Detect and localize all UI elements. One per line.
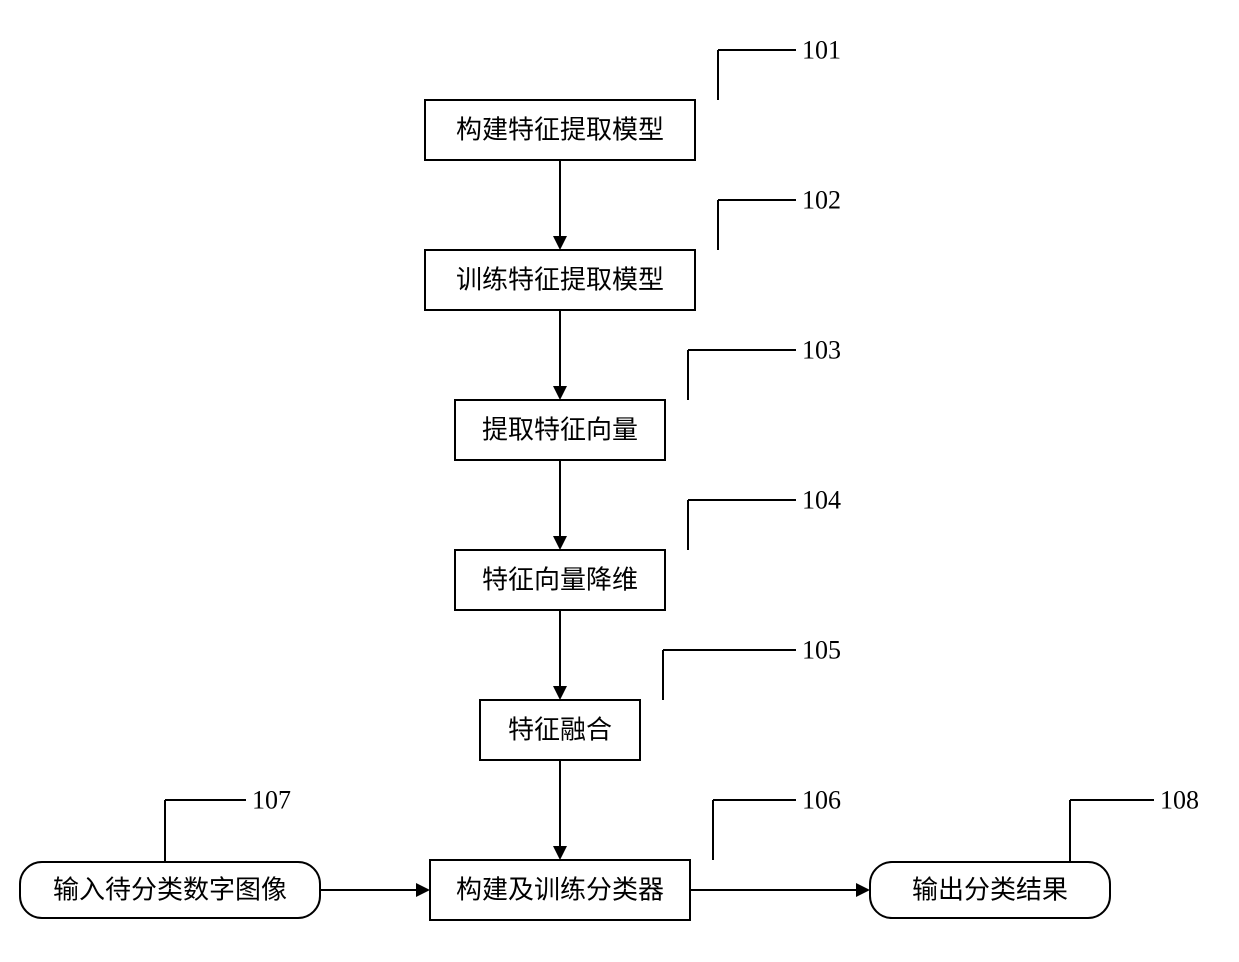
ref-label-102: 102 (802, 186, 841, 215)
ref-108: 108 (1070, 786, 1199, 863)
ref-104: 104 (688, 486, 841, 551)
edge-n104-n105 (553, 610, 567, 700)
ref-106: 106 (713, 786, 841, 861)
node-n102: 训练特征提取模型 (425, 250, 695, 310)
ref-102: 102 (718, 186, 841, 251)
node-label-n105: 特征融合 (508, 716, 612, 745)
node-label-n108: 输出分类结果 (912, 876, 1068, 905)
node-label-n102: 训练特征提取模型 (456, 266, 664, 295)
node-n108: 输出分类结果 (870, 862, 1110, 918)
edge-n101-n102 (553, 160, 567, 250)
ref-101: 101 (718, 36, 841, 101)
ref-107: 107 (165, 786, 291, 863)
node-n107: 输入待分类数字图像 (20, 862, 320, 918)
ref-label-107: 107 (252, 786, 291, 815)
flowchart-diagram: 构建特征提取模型训练特征提取模型提取特征向量特征向量降维特征融合构建及训练分类器… (0, 0, 1239, 962)
node-label-n107: 输入待分类数字图像 (53, 876, 287, 905)
node-n106: 构建及训练分类器 (430, 860, 690, 920)
node-n103: 提取特征向量 (455, 400, 665, 460)
node-label-n104: 特征向量降维 (482, 566, 638, 595)
node-label-n101: 构建特征提取模型 (456, 116, 664, 145)
ref-label-103: 103 (802, 336, 841, 365)
edge-n105-n106 (553, 760, 567, 860)
edge-n102-n103 (553, 310, 567, 400)
node-n101: 构建特征提取模型 (425, 100, 695, 160)
node-n105: 特征融合 (480, 700, 640, 760)
ref-label-101: 101 (802, 36, 841, 65)
node-label-n106: 构建及训练分类器 (456, 876, 664, 905)
ref-103: 103 (688, 336, 841, 401)
ref-label-105: 105 (802, 636, 841, 665)
ref-105: 105 (663, 636, 841, 701)
node-label-n103: 提取特征向量 (482, 416, 638, 445)
ref-label-106: 106 (802, 786, 841, 815)
ref-label-108: 108 (1160, 786, 1199, 815)
ref-label-104: 104 (802, 486, 841, 515)
edge-n103-n104 (553, 460, 567, 550)
node-n104: 特征向量降维 (455, 550, 665, 610)
edge-n107-n106 (320, 883, 430, 897)
edge-n106-n108 (690, 883, 870, 897)
